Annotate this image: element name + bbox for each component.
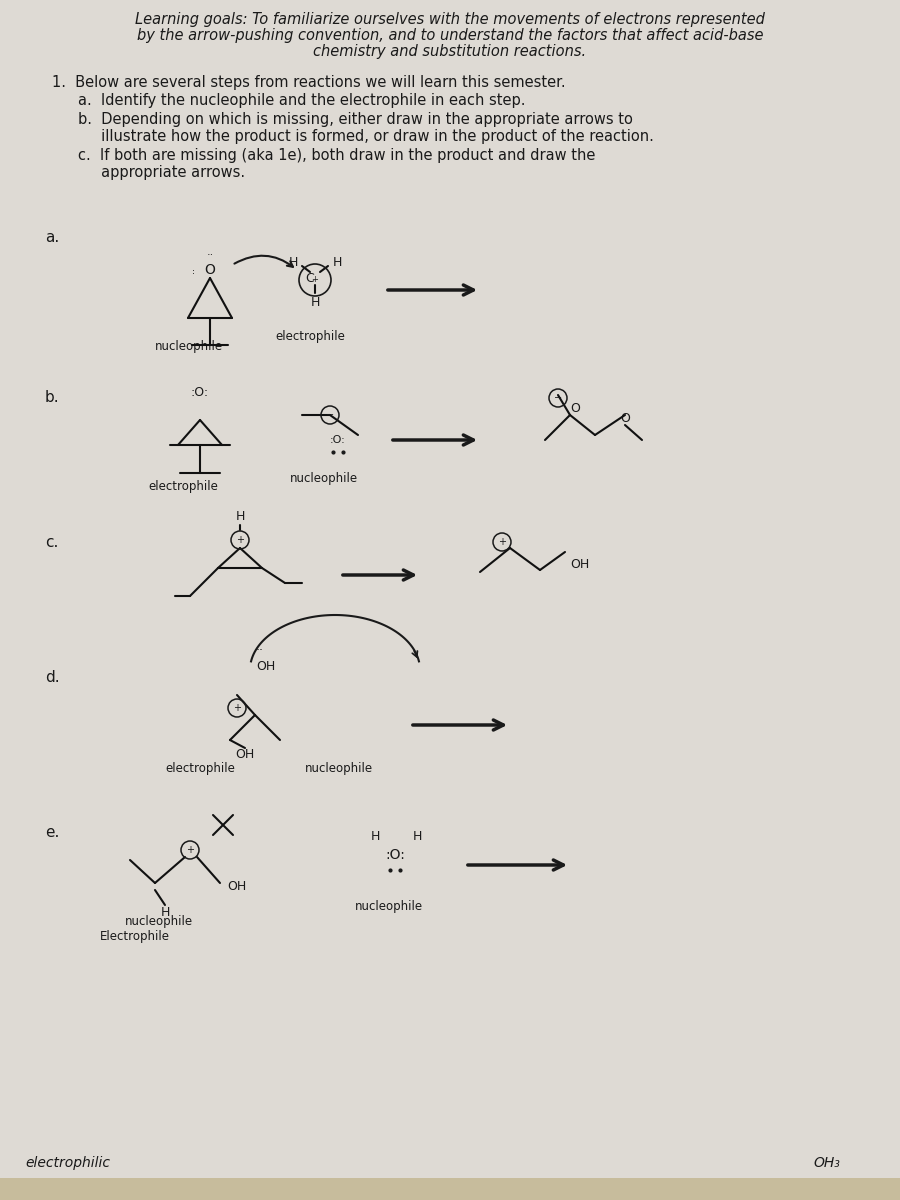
Text: H: H [160, 906, 170, 919]
Text: electrophile: electrophile [148, 480, 218, 493]
Text: +: + [233, 703, 241, 713]
Text: d.: d. [45, 670, 59, 685]
Text: H: H [235, 510, 245, 522]
Text: −: − [554, 392, 562, 403]
Text: a.: a. [45, 230, 59, 245]
Text: ··
OH: ·· OH [256, 644, 275, 673]
Text: −: − [326, 410, 334, 420]
Text: 1.  Below are several steps from reactions we will learn this semester.: 1. Below are several steps from reaction… [52, 74, 565, 90]
Text: c.  If both are missing (aka 1e), both draw in the product and draw the: c. If both are missing (aka 1e), both dr… [78, 148, 596, 163]
Text: OH: OH [570, 558, 590, 571]
Text: nucleophile: nucleophile [305, 762, 374, 775]
Text: Electrophile: Electrophile [100, 930, 170, 943]
Text: +: + [311, 276, 319, 284]
Text: H: H [370, 830, 380, 844]
Text: appropriate arrows.: appropriate arrows. [78, 164, 245, 180]
Text: ··: ·· [189, 266, 199, 272]
Text: b.  Depending on which is missing, either draw in the appropriate arrows to: b. Depending on which is missing, either… [78, 112, 633, 127]
Text: OH₃: OH₃ [813, 1156, 840, 1170]
Text: :O:: :O: [191, 386, 209, 400]
Text: +: + [236, 535, 244, 545]
Text: chemistry and substitution reactions.: chemistry and substitution reactions. [313, 44, 587, 59]
Text: ··: ·· [206, 250, 213, 260]
Text: C: C [306, 271, 314, 284]
Text: :O:: :O: [330, 434, 346, 445]
Text: H: H [332, 256, 342, 269]
Text: nucleophile: nucleophile [155, 340, 223, 353]
Text: illustrate how the product is formed, or draw in the product of the reaction.: illustrate how the product is formed, or… [78, 128, 654, 144]
Text: electrophile: electrophile [165, 762, 235, 775]
Text: O: O [204, 263, 215, 277]
Text: +: + [498, 538, 506, 547]
Text: nucleophile: nucleophile [290, 472, 358, 485]
Text: :O:: :O: [385, 848, 405, 862]
Text: OH: OH [227, 881, 247, 894]
Text: +: + [186, 845, 194, 854]
Text: H: H [412, 830, 422, 844]
Text: OH: OH [236, 749, 255, 762]
Text: H: H [310, 295, 320, 308]
Text: nucleophile: nucleophile [355, 900, 423, 913]
Text: c.: c. [45, 535, 58, 550]
Text: O: O [620, 412, 630, 425]
Text: e.: e. [45, 826, 59, 840]
Text: O: O [570, 402, 580, 414]
Text: Learning goals: To familiarize ourselves with the movements of electrons represe: Learning goals: To familiarize ourselves… [135, 12, 765, 26]
Text: electrophilic: electrophilic [25, 1156, 110, 1170]
Text: b.: b. [45, 390, 59, 404]
Text: H: H [288, 256, 298, 269]
Text: electrophile: electrophile [275, 330, 345, 343]
Text: by the arrow-pushing convention, and to understand the factors that affect acid-: by the arrow-pushing convention, and to … [137, 28, 763, 43]
FancyBboxPatch shape [0, 1178, 900, 1200]
Text: nucleophile: nucleophile [125, 914, 194, 928]
Text: a.  Identify the nucleophile and the electrophile in each step.: a. Identify the nucleophile and the elec… [78, 92, 526, 108]
